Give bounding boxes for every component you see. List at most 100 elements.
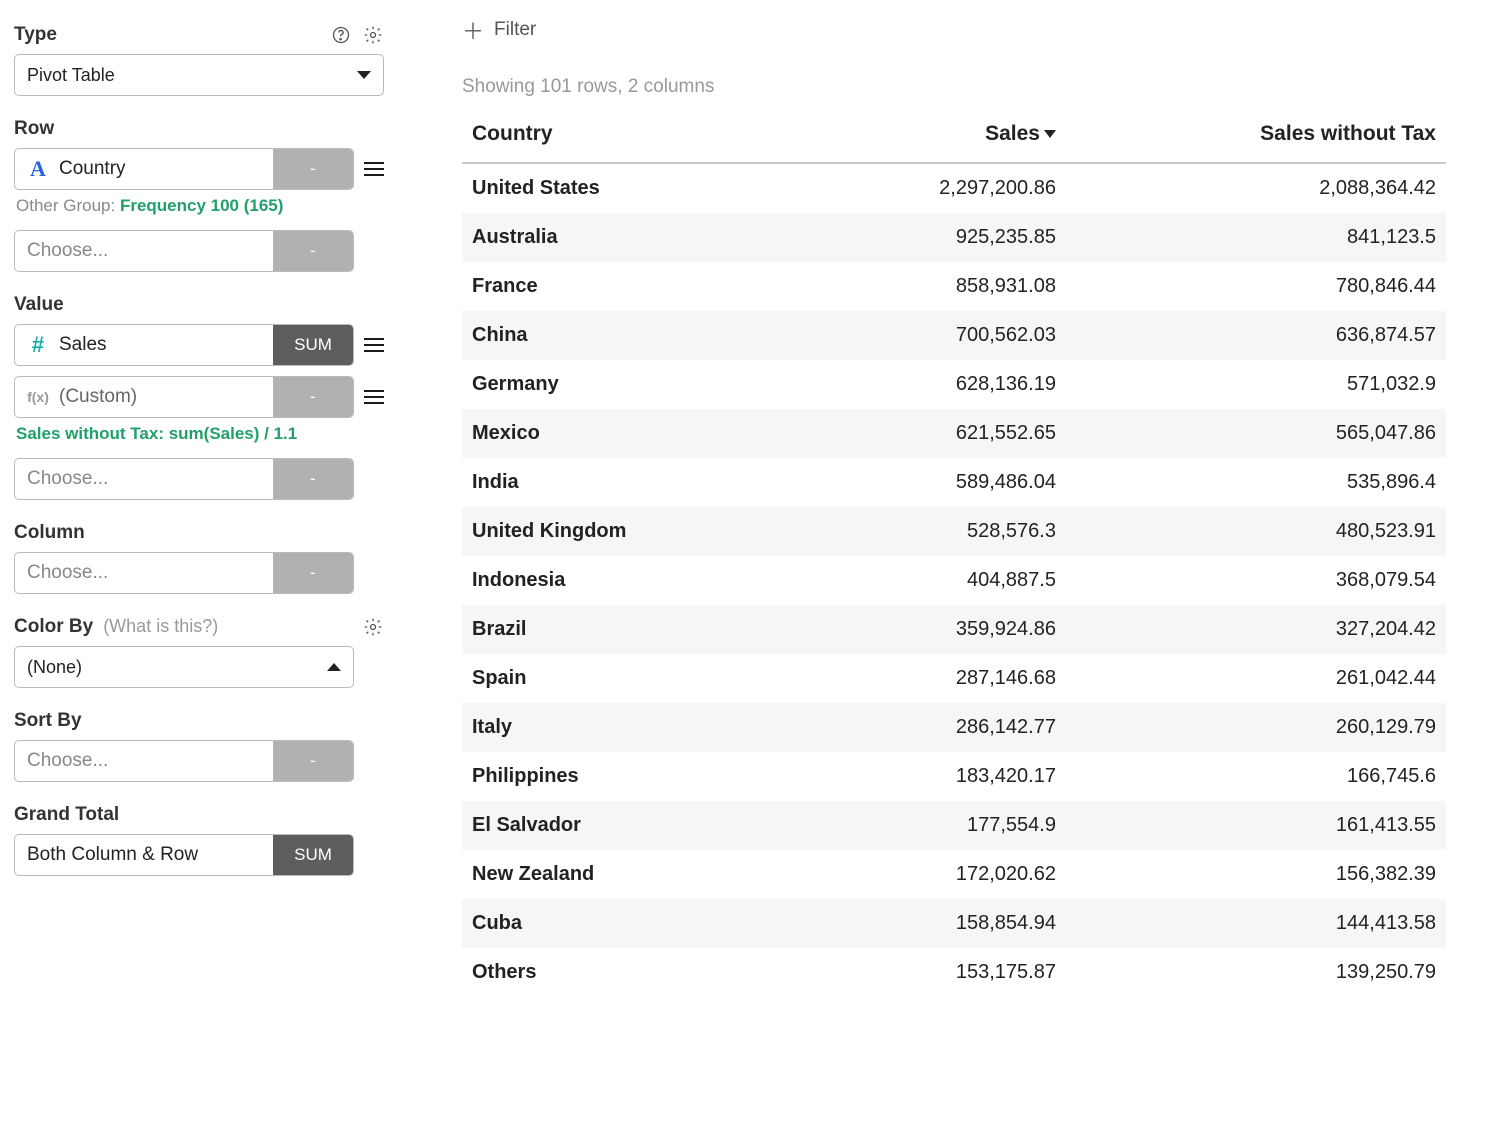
value-field1-pill[interactable]: # Sales SUM	[14, 324, 354, 366]
sortby-choose-pill[interactable]: Choose... -	[14, 740, 354, 782]
row-label-cell: El Salvador	[462, 801, 801, 850]
value-cell: 166,745.6	[1066, 752, 1446, 801]
table-row: Philippines183,420.17166,745.6	[462, 752, 1446, 801]
value-cell: 327,204.42	[1066, 605, 1446, 654]
column-choose-placeholder: Choose...	[27, 562, 108, 584]
value-field1-name: Sales	[59, 334, 107, 356]
row-choose-pill[interactable]: Choose... -	[14, 230, 354, 272]
value-cell: 177,554.9	[801, 801, 1066, 850]
sortby-choose-button[interactable]: -	[273, 741, 353, 781]
value-cell: 925,235.85	[801, 213, 1066, 262]
row-choose-placeholder: Choose...	[27, 240, 108, 262]
row-label-cell: Spain	[462, 654, 801, 703]
value-cell: 565,047.86	[1066, 409, 1446, 458]
results-panel: ＋ Filter Showing 101 rows, 2 columns Cou…	[398, 0, 1486, 997]
table-row: France858,931.08780,846.44	[462, 262, 1446, 311]
function-type-icon: f(x)	[27, 386, 49, 408]
number-type-icon: #	[27, 334, 49, 356]
colorby-label: Color By	[14, 616, 93, 638]
row-label: Row	[14, 118, 54, 140]
gear-icon[interactable]	[362, 24, 384, 46]
config-sidebar: Type Pivot Table Row A Country - Other G…	[0, 0, 398, 997]
value-cell: 628,136.19	[801, 360, 1066, 409]
value-cell: 535,896.4	[1066, 458, 1446, 507]
column-header[interactable]: Sales without Tax	[1066, 110, 1446, 163]
row-label-cell: United States	[462, 163, 801, 213]
grandtotal-label: Grand Total	[14, 804, 119, 826]
value-cell: 261,042.44	[1066, 654, 1446, 703]
plus-icon: ＋	[462, 14, 484, 46]
grandtotal-value: Both Column & Row	[27, 844, 198, 866]
row-field-pill[interactable]: A Country -	[14, 148, 354, 190]
grandtotal-pill[interactable]: Both Column & Row SUM	[14, 834, 354, 876]
column-choose-pill[interactable]: Choose... -	[14, 552, 354, 594]
chevron-down-icon	[357, 71, 371, 79]
row-field-remove-button[interactable]: -	[273, 149, 353, 189]
row-label-cell: Cuba	[462, 899, 801, 948]
drag-handle-icon[interactable]	[364, 390, 384, 404]
row-label-cell: Mexico	[462, 409, 801, 458]
value-cell: 153,175.87	[801, 948, 1066, 997]
table-row: Italy286,142.77260,129.79	[462, 703, 1446, 752]
value-cell: 359,924.86	[801, 605, 1066, 654]
row-label-cell: France	[462, 262, 801, 311]
column-header[interactable]: Sales	[801, 110, 1066, 163]
row-label-cell: Indonesia	[462, 556, 801, 605]
value-field2-pill[interactable]: f(x) (Custom) -	[14, 376, 354, 418]
table-row: Cuba158,854.94144,413.58	[462, 899, 1446, 948]
value-field2-name: (Custom)	[59, 386, 137, 408]
table-row: El Salvador177,554.9161,413.55	[462, 801, 1446, 850]
value-cell: 621,552.65	[801, 409, 1066, 458]
value-cell: 636,874.57	[1066, 311, 1446, 360]
colorby-select[interactable]: (None)	[14, 646, 354, 688]
table-row: New Zealand172,020.62156,382.39	[462, 850, 1446, 899]
drag-handle-icon[interactable]	[364, 338, 384, 352]
row-label-cell: India	[462, 458, 801, 507]
value-cell: 287,146.68	[801, 654, 1066, 703]
colorby-hint[interactable]: (What is this?)	[103, 616, 218, 637]
row-label-cell: Others	[462, 948, 801, 997]
rowcount-summary: Showing 101 rows, 2 columns	[462, 76, 1446, 98]
value-cell: 144,413.58	[1066, 899, 1446, 948]
table-row: United States2,297,200.862,088,364.42	[462, 163, 1446, 213]
table-row: Others153,175.87139,250.79	[462, 948, 1446, 997]
table-row: United Kingdom528,576.3480,523.91	[462, 507, 1446, 556]
value-choose-pill[interactable]: Choose... -	[14, 458, 354, 500]
value-cell: 139,250.79	[1066, 948, 1446, 997]
value-cell: 528,576.3	[801, 507, 1066, 556]
table-row: India589,486.04535,896.4	[462, 458, 1446, 507]
table-row: China700,562.03636,874.57	[462, 311, 1446, 360]
value-cell: 589,486.04	[801, 458, 1066, 507]
sortby-label: Sort By	[14, 710, 82, 732]
value-cell: 2,297,200.86	[801, 163, 1066, 213]
row-field-name: Country	[59, 158, 126, 180]
value-cell: 158,854.94	[801, 899, 1066, 948]
gear-icon[interactable]	[362, 616, 384, 638]
table-row: Germany628,136.19571,032.9	[462, 360, 1446, 409]
value-choose-button[interactable]: -	[273, 459, 353, 499]
value-cell: 161,413.55	[1066, 801, 1446, 850]
value-formula-text: Sales without Tax: sum(Sales) / 1.1	[16, 424, 384, 444]
table-row: Mexico621,552.65565,047.86	[462, 409, 1446, 458]
text-type-icon: A	[27, 158, 49, 180]
grandtotal-agg-button[interactable]: SUM	[273, 835, 353, 875]
row-label-cell: China	[462, 311, 801, 360]
column-header[interactable]: Country	[462, 110, 801, 163]
value-field2-button[interactable]: -	[273, 377, 353, 417]
value-cell: 183,420.17	[801, 752, 1066, 801]
pivot-table: CountrySalesSales without Tax United Sta…	[462, 110, 1446, 997]
type-select[interactable]: Pivot Table	[14, 54, 384, 96]
add-filter-button[interactable]: ＋ Filter	[462, 14, 1446, 46]
row-label-cell: New Zealand	[462, 850, 801, 899]
row-other-group-text: Other Group: Frequency 100 (165)	[16, 196, 384, 216]
value-cell: 571,032.9	[1066, 360, 1446, 409]
value-field1-agg-button[interactable]: SUM	[273, 325, 353, 365]
chevron-up-icon	[327, 663, 341, 671]
drag-handle-icon[interactable]	[364, 162, 384, 176]
value-cell: 286,142.77	[801, 703, 1066, 752]
row-choose-button[interactable]: -	[273, 231, 353, 271]
column-choose-button[interactable]: -	[273, 553, 353, 593]
help-icon[interactable]	[330, 24, 352, 46]
row-label-cell: Australia	[462, 213, 801, 262]
row-label-cell: Germany	[462, 360, 801, 409]
